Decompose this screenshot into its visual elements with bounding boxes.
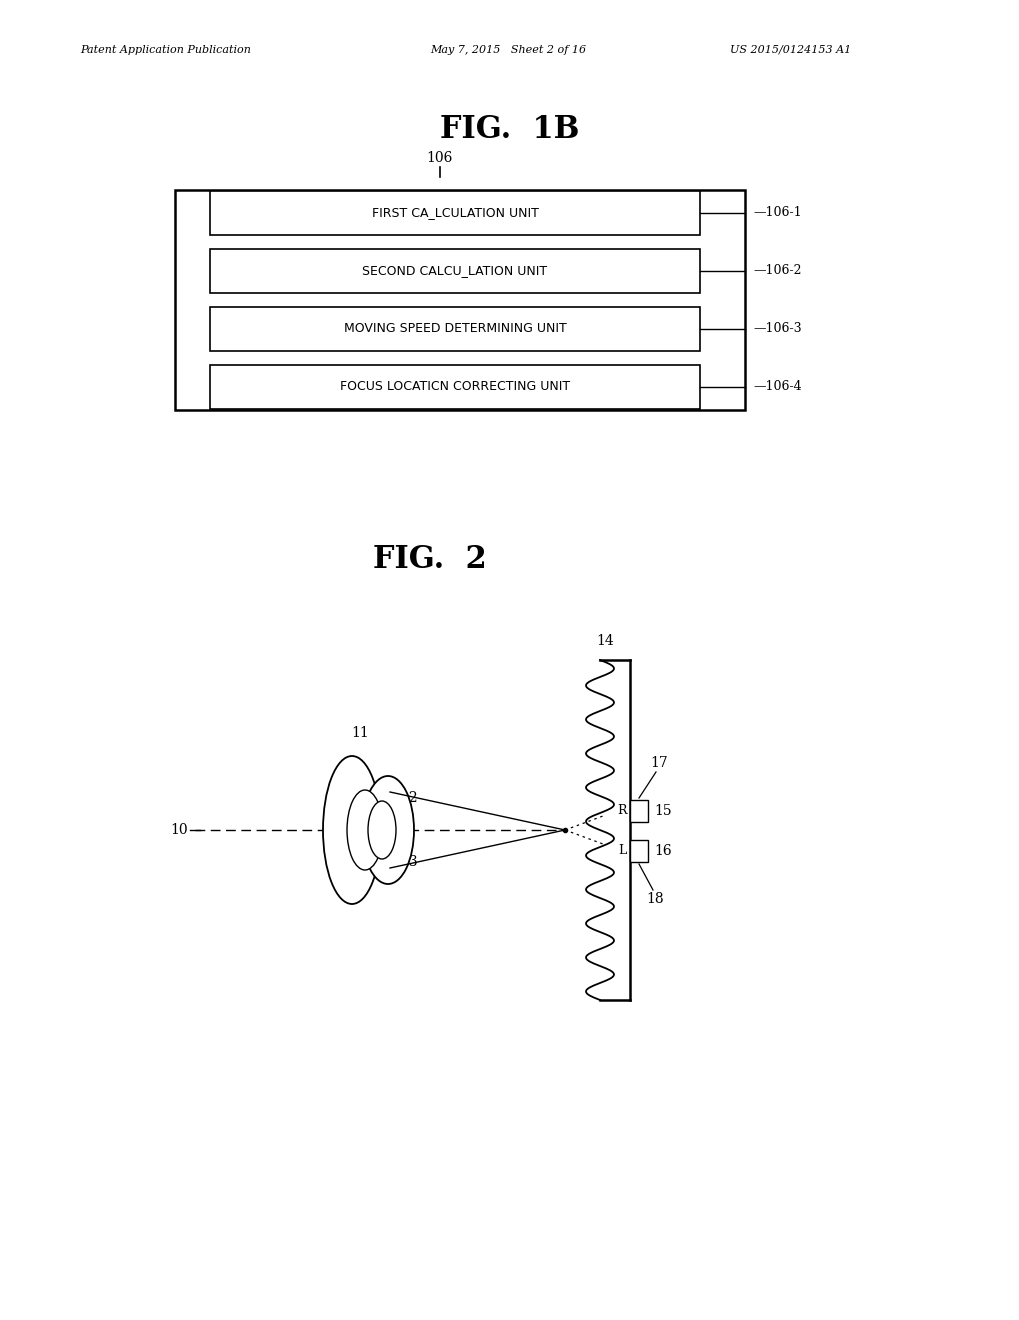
Text: 16: 16 — [653, 843, 671, 858]
Text: 17: 17 — [649, 756, 667, 770]
Text: Patent Application Publication: Patent Application Publication — [79, 45, 251, 55]
Text: —106-2: —106-2 — [752, 264, 801, 277]
Ellipse shape — [323, 756, 381, 904]
Text: FOCUS LOCATICN CORRECTING UNIT: FOCUS LOCATICN CORRECTING UNIT — [339, 380, 570, 393]
Text: 14: 14 — [595, 634, 613, 648]
Ellipse shape — [368, 801, 395, 859]
Text: —106-4: —106-4 — [752, 380, 801, 393]
Text: FIG.  1B: FIG. 1B — [440, 115, 579, 145]
Bar — [630, 800, 647, 822]
Text: 11: 11 — [351, 726, 369, 741]
Text: SECOND CALCU_LATION UNIT: SECOND CALCU_LATION UNIT — [362, 264, 547, 277]
Text: —106-1: —106-1 — [752, 206, 801, 219]
Ellipse shape — [346, 789, 382, 870]
Bar — [210, 366, 699, 409]
Text: L: L — [619, 845, 627, 858]
Text: 10: 10 — [170, 822, 187, 837]
Text: 12: 12 — [399, 791, 417, 805]
Ellipse shape — [362, 776, 414, 884]
Bar — [210, 308, 699, 351]
Bar — [210, 249, 699, 293]
Text: FIRST CA_LCULATION UNIT: FIRST CA_LCULATION UNIT — [371, 206, 538, 219]
Text: MOVING SPEED DETERMINING UNIT: MOVING SPEED DETERMINING UNIT — [343, 322, 566, 335]
Bar — [175, 190, 744, 411]
Text: R: R — [616, 804, 627, 817]
Bar — [630, 840, 647, 862]
Text: 106: 106 — [426, 150, 452, 165]
Text: May 7, 2015   Sheet 2 of 16: May 7, 2015 Sheet 2 of 16 — [430, 45, 586, 55]
Text: FIG.  2: FIG. 2 — [373, 544, 486, 576]
Text: —106-3: —106-3 — [752, 322, 801, 335]
Text: 15: 15 — [653, 804, 671, 818]
Bar — [210, 191, 699, 235]
Text: US 2015/0124153 A1: US 2015/0124153 A1 — [730, 45, 851, 55]
Text: 18: 18 — [645, 892, 663, 906]
Text: 13: 13 — [399, 855, 417, 869]
